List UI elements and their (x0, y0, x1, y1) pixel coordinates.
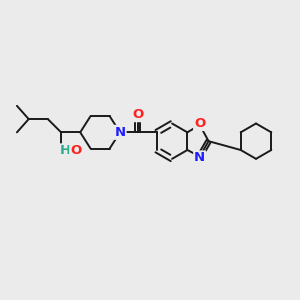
Text: N: N (114, 126, 125, 139)
Text: N: N (194, 152, 205, 164)
Text: O: O (70, 144, 81, 158)
Text: O: O (194, 117, 206, 130)
Text: O: O (132, 108, 143, 121)
Text: H: H (60, 144, 71, 158)
